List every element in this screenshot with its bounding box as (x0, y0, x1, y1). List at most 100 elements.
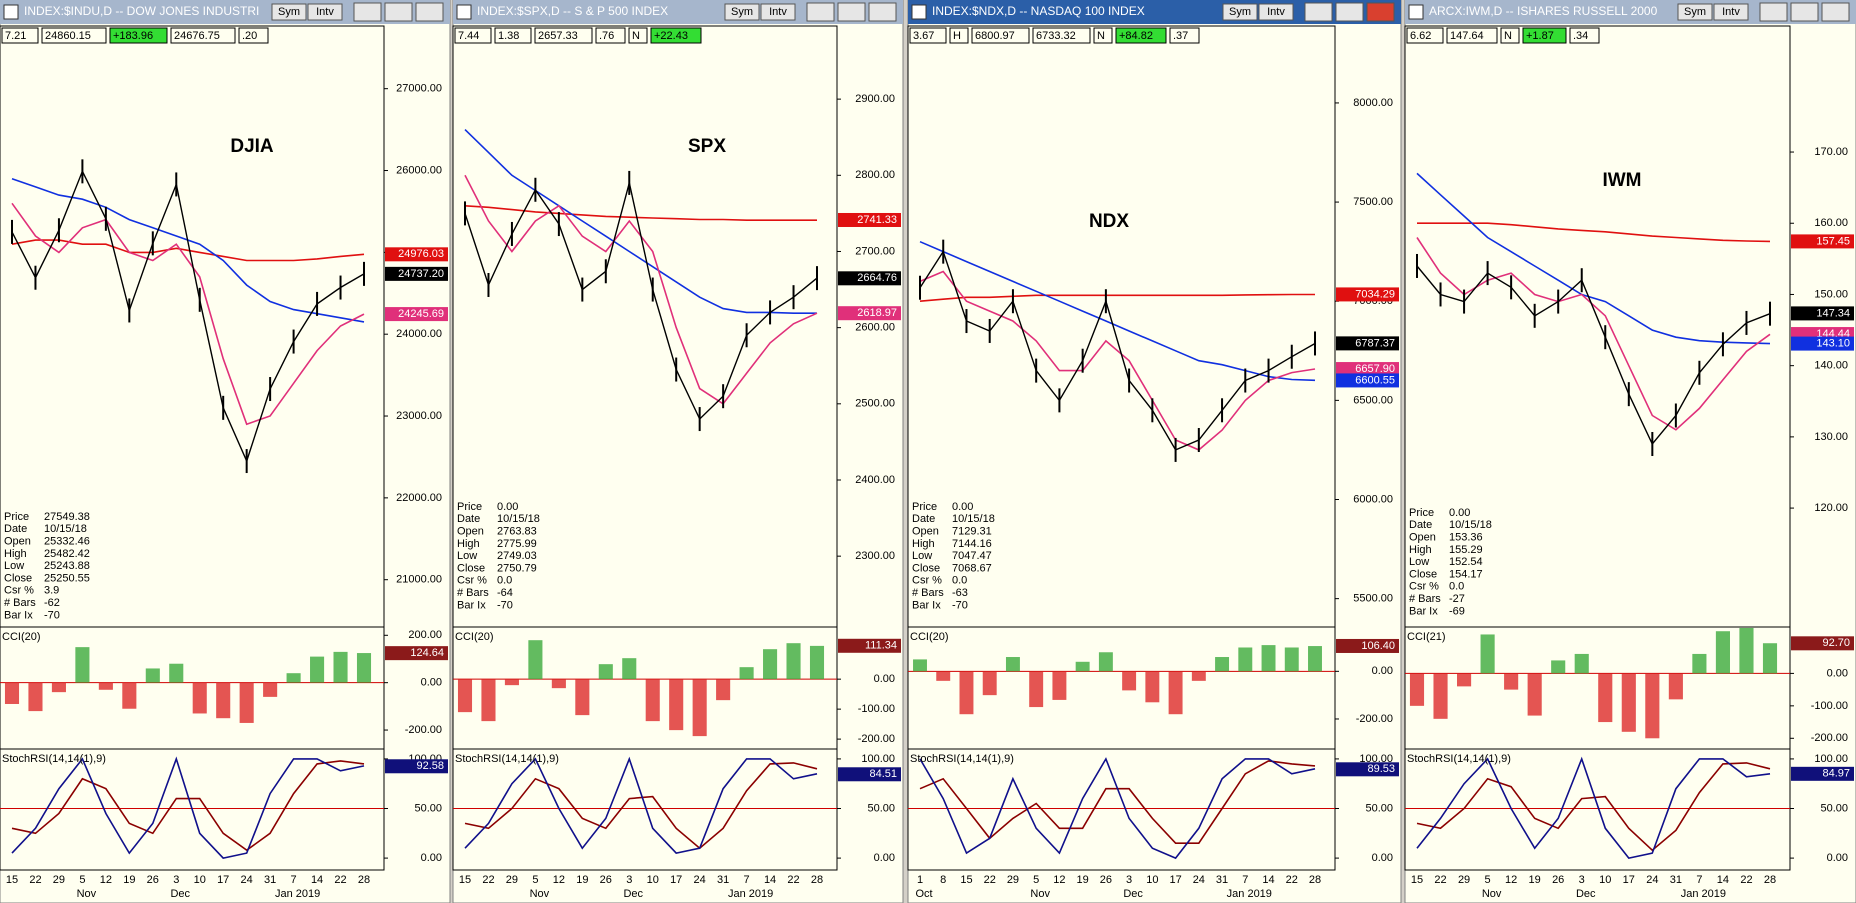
header-value: H (953, 30, 961, 42)
info-value: 27549.38 (44, 511, 90, 523)
cci-bar (645, 679, 660, 722)
info-value: 153.36 (1449, 532, 1483, 544)
info-key: Csr % (457, 575, 487, 587)
cci-bar (1574, 653, 1589, 674)
window-control[interactable] (415, 2, 444, 22)
window-control[interactable] (1759, 2, 1788, 22)
window-control[interactable] (837, 2, 866, 22)
cci-bar (1739, 627, 1754, 674)
x-tick-label: 5 (1485, 874, 1491, 886)
month-label: Nov (1030, 888, 1050, 900)
y-tick-label: -200.00 (1811, 732, 1848, 744)
x-tick-label: 22 (482, 874, 494, 886)
toolbar-button-label[interactable]: Sym (1684, 6, 1706, 18)
cci-bar (739, 667, 754, 680)
cci-bar (763, 649, 778, 680)
chart-window: INDEX:$INDU,D -- DOW JONES INDUSTRI Sym In… (0, 0, 451, 903)
pane-title: StochRSI(14,14(1),9) (1407, 753, 1511, 765)
cci-bar (457, 679, 473, 713)
cci-bar (692, 679, 707, 737)
y-tick-label: -200.00 (405, 724, 442, 736)
info-key: # Bars (1409, 593, 1441, 605)
info-key: High (4, 548, 27, 560)
window-control[interactable] (1821, 2, 1850, 22)
header-value: 24860.15 (45, 30, 91, 42)
x-tick-label: 12 (1505, 874, 1517, 886)
toolbar-button-label[interactable]: Sym (278, 6, 300, 18)
x-tick-label: 28 (811, 874, 823, 886)
stoch-line (919, 757, 1316, 860)
x-tick-label: 29 (506, 874, 518, 886)
window-control[interactable] (1366, 2, 1395, 22)
toolbar-button[interactable] (724, 3, 760, 21)
info-key: High (457, 538, 480, 550)
header-value: .37 (1173, 30, 1188, 42)
info-key: Price (457, 501, 482, 513)
info-value: 2775.99 (497, 538, 537, 550)
header-value: N (1504, 30, 1512, 42)
x-tick-label: 1 (917, 874, 923, 886)
toolbar-button[interactable] (760, 3, 796, 21)
info-value: 154.17 (1449, 568, 1483, 580)
cci-bar (1308, 646, 1322, 672)
cci-bar (1621, 673, 1636, 732)
window-control[interactable] (384, 2, 413, 22)
x-tick-label: 26 (147, 874, 159, 886)
window-title: INDEX:$INDU,D -- DOW JONES INDUSTRI (24, 4, 259, 18)
window-control[interactable] (353, 2, 382, 22)
info-value: 25250.55 (44, 572, 90, 584)
toolbar-button[interactable] (1677, 3, 1713, 21)
moving-average (1417, 222, 1771, 243)
month-label: Nov (1482, 888, 1502, 900)
value-tag-label: 111.34 (865, 640, 897, 652)
toolbar-button-label[interactable]: Intv (769, 6, 787, 18)
header-cell (628, 27, 648, 44)
info-value: -70 (952, 599, 968, 611)
toolbar-button-label[interactable]: Intv (316, 6, 334, 18)
toolbar-button-label[interactable]: Sym (731, 6, 753, 18)
toolbar-button-label[interactable]: Intv (1722, 6, 1740, 18)
toolbar-button[interactable] (1713, 3, 1749, 21)
window-control[interactable] (806, 2, 835, 22)
info-key: Close (1409, 568, 1437, 580)
toolbar-button[interactable] (1222, 3, 1258, 21)
window-control[interactable] (1335, 2, 1364, 22)
value-tag (1336, 762, 1399, 777)
toolbar-button-label[interactable]: Sym (1229, 6, 1251, 18)
x-tick-label: 12 (553, 874, 565, 886)
month-label: Oct (915, 888, 932, 900)
toolbar-button[interactable] (307, 3, 343, 21)
info-key: Low (457, 550, 477, 562)
window-control[interactable] (868, 2, 897, 22)
value-tag-label: 7034.29 (1355, 288, 1395, 300)
info-key: Csr % (4, 585, 34, 597)
toolbar-button-label[interactable]: Intv (1267, 6, 1285, 18)
header-cell (170, 27, 236, 44)
window-bg (0, 0, 451, 903)
cci-bar (286, 673, 301, 683)
info-key: Close (4, 572, 32, 584)
y-tick-label: 27000.00 (396, 83, 442, 95)
cci-bar (263, 682, 278, 697)
info-key: Price (912, 501, 937, 513)
header-cell (1093, 27, 1113, 44)
x-tick-label: 7 (1696, 874, 1702, 886)
header-cell (1569, 27, 1600, 44)
x-tick-label: 22 (1740, 874, 1752, 886)
info-value: -63 (952, 587, 968, 599)
x-tick-label: 3 (626, 874, 632, 886)
moving-average (919, 240, 1316, 382)
cci-bar (1551, 660, 1566, 674)
toolbar-button[interactable] (271, 3, 307, 21)
y-tick-label: 22000.00 (396, 492, 442, 504)
value-tag (1336, 336, 1399, 351)
pane-title: CCI(20) (455, 631, 494, 643)
window-control[interactable] (1790, 2, 1819, 22)
value-tag-label: 143.10 (1816, 337, 1850, 349)
toolbar-button[interactable] (1258, 3, 1294, 21)
header-value: +84.82 (1119, 30, 1153, 42)
info-key: Close (912, 562, 940, 574)
window-control[interactable] (1304, 2, 1333, 22)
value-tag (838, 271, 901, 286)
cci-bar (982, 671, 997, 696)
